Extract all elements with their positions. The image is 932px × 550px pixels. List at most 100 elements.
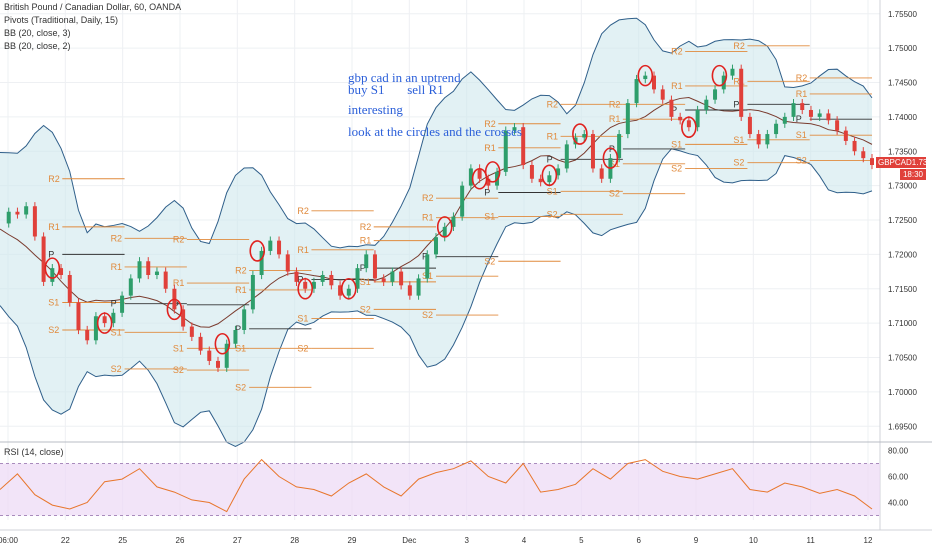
- time-tick-label: 10: [749, 536, 758, 545]
- time-tick-label: Dec: [402, 536, 416, 545]
- price-tick-label: 1.74500: [888, 79, 917, 88]
- candle-body: [311, 281, 316, 289]
- pivot-label: P: [547, 154, 553, 164]
- circle-annotation: [711, 64, 728, 87]
- candle-body: [59, 268, 64, 275]
- circle-annotation: [637, 64, 654, 87]
- price-tick-label: 1.75500: [888, 10, 917, 19]
- candle-body: [181, 309, 186, 327]
- circle-annotation: [44, 257, 61, 279]
- time-tick-label: 4: [522, 536, 527, 545]
- candle-body: [747, 116, 752, 135]
- candle-body: [372, 254, 377, 279]
- pivot-label: R1: [173, 278, 185, 288]
- pivot-label: P: [48, 249, 54, 259]
- pivot-label: R1: [484, 143, 496, 153]
- price-tick-label: 1.72500: [888, 216, 917, 225]
- candle-body: [451, 216, 456, 227]
- candle-body: [102, 316, 107, 324]
- price-badge: GBPCAD 1.73295 18:30: [876, 157, 932, 185]
- circle-annotation: [602, 147, 619, 169]
- candle-body: [320, 275, 325, 282]
- price-tick-label: 1.73500: [888, 147, 917, 156]
- candle-body: [503, 130, 508, 172]
- pivot-label: P: [796, 114, 802, 124]
- candle-body: [590, 134, 595, 169]
- candle-body: [41, 236, 46, 282]
- pivot-label: S1: [671, 139, 682, 149]
- candle-body: [137, 261, 142, 279]
- pivot-label: S1: [235, 343, 246, 353]
- pivot-label: P: [671, 105, 677, 115]
- candle-body: [861, 151, 866, 159]
- candle-body: [259, 250, 264, 275]
- candle-body: [808, 110, 813, 117]
- pivot-label: S2: [48, 325, 59, 335]
- bollinger-fill: [0, 18, 872, 447]
- pivot-label: S1: [484, 212, 495, 222]
- pivot-label: S1: [360, 277, 371, 287]
- pivot-label: R2: [173, 234, 185, 244]
- legend-pivots: Pivots (Traditional, Daily, 15): [4, 15, 119, 25]
- pivot-label: R2: [235, 265, 247, 275]
- note-circles: look at the circles and the crosses: [348, 124, 522, 139]
- bollinger-upper: [0, 17, 873, 249]
- pivot-label: R1: [235, 285, 247, 295]
- pivot-label: P: [484, 188, 490, 198]
- candle-body: [538, 178, 543, 183]
- pivot-label: S2: [547, 209, 558, 219]
- candle-body: [468, 168, 473, 186]
- time-tick-label: 06:00: [0, 536, 19, 545]
- pivot-label: R2: [484, 119, 496, 129]
- circle-annotation: [471, 167, 488, 190]
- pivot-label: R1: [547, 131, 559, 141]
- pivot-label: S1: [609, 159, 620, 169]
- candle-body: [826, 113, 831, 121]
- badge-symbol: GBPCAD: [878, 158, 912, 167]
- candle-body: [76, 302, 81, 330]
- candle-body: [756, 134, 761, 145]
- pivot-label: S2: [796, 155, 807, 165]
- candle-body: [50, 268, 55, 282]
- pivot-label: R2: [609, 99, 621, 109]
- candle-body: [852, 140, 857, 152]
- pivot-label: S2: [609, 189, 620, 199]
- candle-body: [782, 116, 787, 124]
- pivot-label: S1: [173, 343, 184, 353]
- candle-body: [15, 211, 20, 215]
- candle-body: [163, 271, 168, 289]
- candle-body: [652, 75, 656, 90]
- price-tick-label: 1.75000: [888, 44, 917, 53]
- pivot-label: P: [733, 99, 739, 109]
- time-tick-label: 12: [864, 536, 873, 545]
- circle-annotation: [541, 164, 558, 187]
- candle-body: [93, 316, 98, 341]
- candle-body: [774, 123, 779, 135]
- candle-body: [486, 178, 491, 186]
- time-tick-label: 27: [233, 536, 242, 545]
- pivot-label: R2: [547, 99, 559, 109]
- candle-body: [346, 288, 351, 296]
- pivot-label: S2: [111, 364, 122, 374]
- candle-body: [85, 330, 90, 341]
- time-tick-label: 11: [807, 536, 816, 545]
- circle-annotation: [214, 332, 231, 355]
- circle-annotation: [340, 277, 357, 300]
- pivot-label: R1: [297, 245, 309, 255]
- rsi-pane: 80.00 60.00 40.00: [0, 441, 932, 516]
- time-tick-label: 25: [118, 536, 127, 545]
- candle-body: [625, 103, 630, 135]
- pivot-label: P: [360, 263, 366, 273]
- legend-symbol: British Pound / Canadian Dollar, 60, OAN…: [4, 2, 182, 12]
- candle-body: [599, 168, 604, 179]
- pivot-label: R2: [733, 41, 745, 51]
- pivot-label: R1: [796, 89, 808, 99]
- pivot-label: R1: [48, 222, 60, 232]
- circle-annotation: [297, 277, 314, 300]
- pivot-label: S1: [796, 130, 807, 140]
- pivot-label: S2: [297, 343, 308, 353]
- candle-body: [407, 285, 412, 296]
- candle-body: [364, 254, 369, 269]
- candle-body: [660, 89, 665, 100]
- candle-body: [67, 275, 72, 303]
